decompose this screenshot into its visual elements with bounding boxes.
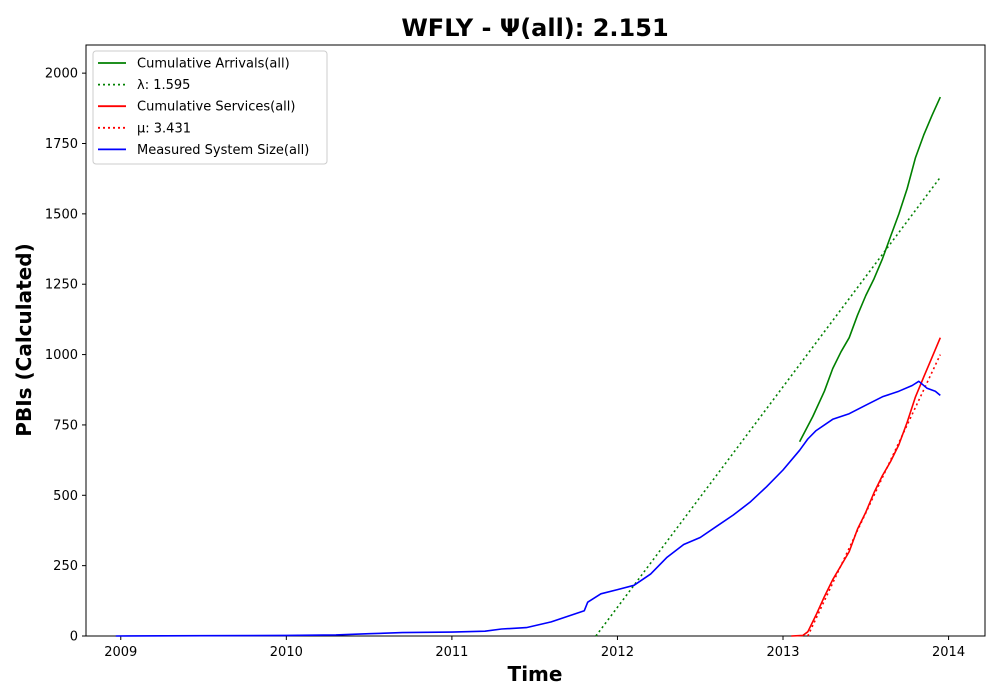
x-tick-label: 2013 bbox=[766, 645, 799, 660]
y-tick-label: 500 bbox=[53, 489, 78, 504]
series-layer bbox=[115, 96, 942, 637]
legend-label: Cumulative Services(all) bbox=[137, 100, 295, 115]
legend: Cumulative Arrivals(all) λ: 1.595 Cumulati… bbox=[92, 50, 328, 165]
y-tick-label: 1750 bbox=[45, 137, 78, 152]
series-line-0 bbox=[798, 96, 942, 443]
y-tick-label: 1250 bbox=[45, 278, 78, 293]
legend-label: λ: 1.595 bbox=[137, 78, 190, 93]
y-tick-label: 1500 bbox=[45, 207, 78, 222]
axis-ticks: 2009 2010 2011 2012 2013 2014 0 250 500 750 1000 12… bbox=[45, 67, 965, 660]
chart-title: WFLY - Ψ(all): 2.151 bbox=[401, 14, 668, 42]
legend-box bbox=[92, 50, 328, 165]
y-tick-label: 250 bbox=[53, 559, 78, 574]
x-axis-label: Time bbox=[508, 662, 563, 686]
x-tick-label: 2014 bbox=[932, 645, 965, 660]
y-tick-label: 750 bbox=[53, 418, 78, 433]
y-tick-label: 0 bbox=[70, 630, 78, 645]
series-line-3 bbox=[807, 354, 942, 637]
legend-label: Cumulative Arrivals(all) bbox=[137, 57, 290, 72]
series-line-4 bbox=[115, 380, 941, 637]
y-tick-label: 1000 bbox=[45, 348, 78, 363]
legend-label: Measured System Size(all) bbox=[137, 143, 309, 158]
x-tick-label: 2011 bbox=[435, 645, 468, 660]
series-line-1 bbox=[595, 176, 941, 637]
x-tick-label: 2010 bbox=[270, 645, 303, 660]
legend-label: μ: 3.431 bbox=[137, 121, 191, 136]
x-tick-label: 2009 bbox=[104, 645, 137, 660]
y-tick-label: 2000 bbox=[45, 67, 78, 82]
y-axis-label: PBIs (Calculated) bbox=[12, 243, 36, 436]
x-tick-label: 2012 bbox=[601, 645, 634, 660]
plot-area bbox=[85, 44, 986, 637]
